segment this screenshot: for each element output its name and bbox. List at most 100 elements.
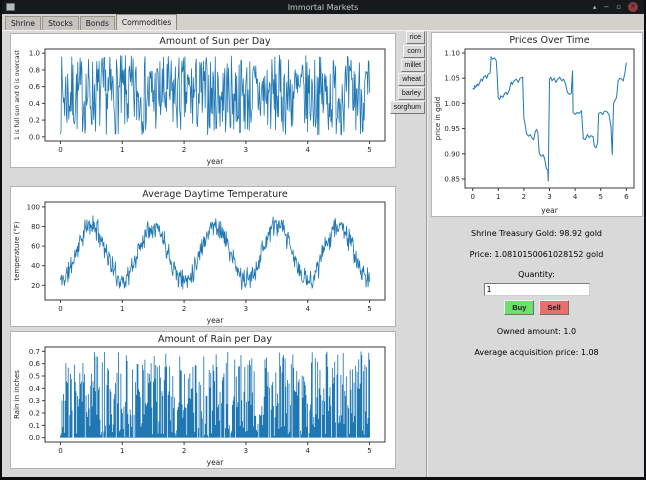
commodity-button-millet[interactable]: millet (400, 59, 425, 72)
svg-text:1: 1 (120, 305, 124, 313)
svg-text:0: 0 (470, 193, 474, 201)
commodity-button-wheat[interactable]: wheat (398, 73, 425, 86)
svg-text:2: 2 (182, 447, 186, 455)
svg-text:Average Daytime Temperature: Average Daytime Temperature (142, 189, 288, 200)
tab-stocks[interactable]: Stocks (42, 16, 79, 30)
svg-text:2: 2 (182, 146, 186, 154)
svg-text:1.00: 1.00 (444, 100, 460, 108)
svg-text:0.0: 0.0 (29, 434, 40, 442)
svg-text:Amount of Sun per Day: Amount of Sun per Day (159, 36, 271, 47)
svg-text:0.4: 0.4 (29, 385, 41, 393)
temperature-chart: 0 1 2 3 4 5 20 40 60 80 100 Average Daytime Tempera… (13, 189, 386, 325)
tab-shrine[interactable]: Shrine (5, 16, 42, 30)
svg-text:Amount of Rain per Day: Amount of Rain per Day (158, 334, 272, 345)
svg-text:4: 4 (573, 193, 578, 201)
commodity-button-sorghum[interactable]: sorghum (389, 101, 425, 114)
svg-text:3: 3 (244, 305, 248, 313)
commodity-button-rice[interactable]: rice (405, 31, 425, 44)
price-chart-figure: 0 1 2 3 4 5 6 0.85 0.90 0.95 1.00 1.05 1.10 Prices Ov… (431, 32, 643, 217)
panel-divider (426, 31, 428, 477)
svg-text:80: 80 (31, 223, 40, 231)
sell-button[interactable]: Sell (539, 300, 569, 315)
svg-text:100: 100 (27, 203, 40, 211)
svg-text:1: 1 (120, 447, 124, 455)
svg-text:5: 5 (367, 447, 371, 455)
rain-chart-figure: 0 1 2 3 4 5 0.0 0.1 0.2 0.3 0.4 0.5 0.6 0.7 Amount of … (10, 331, 396, 469)
svg-text:5: 5 (367, 305, 371, 313)
commodity-button-corn[interactable]: corn (403, 45, 425, 58)
svg-text:60: 60 (31, 243, 40, 251)
svg-text:5: 5 (367, 146, 371, 154)
svg-text:0: 0 (58, 305, 62, 313)
minimize-icon[interactable]: − (603, 3, 610, 11)
svg-text:3: 3 (244, 447, 248, 455)
sun-chart-figure: 0 1 2 3 4 5 0.0 0.2 0.4 0.6 0.8 1.0 Amount of Sun pe… (10, 33, 396, 168)
svg-text:0.1: 0.1 (29, 422, 40, 430)
treasury-gold-text: Shrine Treasury Gold: 98.92 gold (471, 229, 602, 238)
svg-text:0.6: 0.6 (29, 360, 41, 368)
svg-text:year: year (207, 157, 225, 166)
maximize-icon[interactable]: ▫ (616, 3, 621, 11)
svg-text:0.7: 0.7 (29, 348, 40, 356)
svg-text:3: 3 (547, 193, 551, 201)
svg-text:0.6: 0.6 (29, 83, 41, 91)
sun-chart: 0 1 2 3 4 5 0.0 0.2 0.4 0.6 0.8 1.0 Amount of Sun pe… (14, 36, 386, 166)
svg-text:1.0: 1.0 (29, 50, 40, 58)
commodity-button-barley[interactable]: barley (397, 87, 425, 100)
owned-amount-text: Owned amount: 1.0 (496, 327, 577, 336)
svg-text:0.90: 0.90 (444, 150, 460, 158)
window-icon (6, 3, 15, 11)
svg-text:0.5: 0.5 (29, 372, 40, 380)
svg-text:0.85: 0.85 (444, 175, 460, 183)
tab-bar: Shrine Stocks Bonds Commodities (2, 14, 644, 31)
svg-text:Rain in inches: Rain in inches (13, 370, 21, 419)
svg-text:6: 6 (624, 193, 629, 201)
svg-text:4: 4 (305, 146, 310, 154)
shade-icon[interactable]: ▴ (592, 3, 597, 11)
svg-text:2: 2 (182, 305, 186, 313)
buy-button[interactable]: Buy (504, 300, 535, 315)
close-icon[interactable]: ✕ (628, 2, 638, 12)
svg-text:year: year (207, 316, 225, 325)
svg-text:1: 1 (496, 193, 500, 201)
svg-text:price in gold: price in gold (434, 97, 442, 140)
tab-commodities[interactable]: Commodities (115, 14, 178, 30)
current-price-text: Price: 1.0810150061028152 gold (469, 250, 604, 259)
svg-text:0: 0 (58, 447, 62, 455)
svg-text:1: 1 (120, 146, 124, 154)
avg-price-text: Average acquisition price: 1.08 (474, 348, 599, 357)
svg-text:1 is full sun and 0 is overcas: 1 is full sun and 0 is overcast (14, 49, 21, 140)
window-title: Immortal Markets (287, 2, 359, 12)
svg-text:0.2: 0.2 (29, 117, 40, 125)
svg-text:5: 5 (598, 193, 602, 201)
svg-text:temperature (°F): temperature (°F) (13, 221, 21, 280)
svg-text:0.3: 0.3 (29, 397, 40, 405)
svg-text:20: 20 (31, 282, 40, 290)
quantity-label: Quantity: (518, 270, 555, 279)
svg-text:0.4: 0.4 (29, 100, 41, 108)
svg-text:4: 4 (305, 447, 310, 455)
price-chart: 0 1 2 3 4 5 6 0.85 0.90 0.95 1.00 1.05 1.10 Prices Ov… (434, 35, 635, 215)
buy-sell-row: Buy Sell (429, 300, 644, 315)
svg-text:0.8: 0.8 (29, 66, 40, 74)
svg-text:40: 40 (31, 262, 40, 270)
title-bar: Immortal Markets ▴ − ▫ ✕ (2, 0, 644, 14)
window-controls: ▴ − ▫ ✕ (593, 2, 644, 12)
svg-text:0: 0 (58, 146, 62, 154)
svg-text:1.05: 1.05 (444, 75, 460, 83)
svg-text:0.95: 0.95 (444, 125, 460, 133)
temperature-chart-figure: 0 1 2 3 4 5 20 40 60 80 100 Average Daytime Tempera… (10, 186, 396, 327)
svg-text:year: year (207, 458, 225, 467)
svg-text:year: year (541, 206, 559, 215)
quantity-input[interactable] (483, 283, 590, 296)
rain-chart: 0 1 2 3 4 5 0.0 0.1 0.2 0.3 0.4 0.5 0.6 0.7 Amount of … (13, 334, 386, 467)
tab-bonds[interactable]: Bonds (79, 16, 115, 30)
svg-text:0.2: 0.2 (29, 410, 40, 418)
svg-text:2: 2 (522, 193, 526, 201)
svg-text:3: 3 (244, 146, 248, 154)
commodity-list: rice corn millet wheat barley sorghum (389, 31, 425, 115)
trade-panel: Shrine Treasury Gold: 98.92 gold Price: … (429, 217, 644, 357)
svg-text:4: 4 (305, 305, 310, 313)
svg-text:0.0: 0.0 (29, 133, 40, 141)
svg-text:1.10: 1.10 (444, 50, 460, 58)
